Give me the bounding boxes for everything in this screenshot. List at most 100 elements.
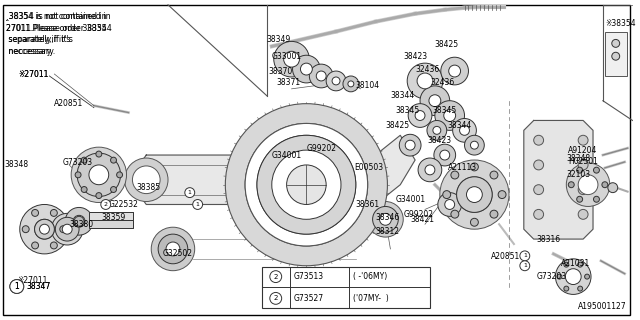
Circle shape — [612, 52, 620, 60]
Circle shape — [399, 134, 421, 156]
Text: 27011.Please order 38354: 27011.Please order 38354 — [6, 24, 107, 33]
Text: 1: 1 — [523, 263, 527, 268]
Circle shape — [71, 147, 127, 203]
Text: 32103: 32103 — [566, 170, 591, 179]
Text: 38380: 38380 — [69, 220, 93, 229]
Text: 1: 1 — [196, 202, 200, 207]
Circle shape — [444, 109, 456, 122]
Circle shape — [31, 210, 38, 216]
Circle shape — [460, 125, 470, 135]
Circle shape — [608, 183, 618, 193]
Circle shape — [577, 167, 582, 173]
Circle shape — [166, 242, 180, 256]
Circle shape — [578, 262, 582, 267]
Circle shape — [556, 259, 591, 294]
Circle shape — [158, 234, 188, 264]
Polygon shape — [524, 120, 593, 239]
Text: ('07MY-  ): ('07MY- ) — [353, 294, 388, 303]
Circle shape — [55, 217, 79, 241]
Circle shape — [101, 200, 111, 209]
Circle shape — [96, 193, 102, 198]
Text: 38349: 38349 — [267, 35, 291, 44]
Text: 1: 1 — [15, 282, 19, 291]
Text: 1: 1 — [523, 253, 527, 258]
Text: 38104: 38104 — [356, 81, 380, 90]
Circle shape — [309, 64, 333, 88]
Text: 38425: 38425 — [435, 40, 459, 49]
Circle shape — [10, 280, 24, 293]
Circle shape — [125, 158, 168, 202]
Circle shape — [420, 86, 450, 116]
Circle shape — [408, 104, 432, 127]
Circle shape — [440, 150, 450, 160]
Circle shape — [225, 104, 387, 266]
Circle shape — [557, 274, 562, 279]
Text: E00503: E00503 — [354, 164, 383, 172]
Circle shape — [441, 57, 468, 85]
Text: 38347: 38347 — [27, 282, 51, 291]
Circle shape — [85, 161, 113, 189]
Circle shape — [51, 210, 58, 216]
Text: 38385: 38385 — [136, 183, 161, 192]
Circle shape — [75, 172, 81, 178]
Circle shape — [81, 187, 87, 192]
Circle shape — [89, 165, 109, 185]
Text: 38312: 38312 — [376, 227, 399, 236]
Circle shape — [287, 165, 326, 204]
Circle shape — [10, 280, 24, 293]
Circle shape — [456, 177, 492, 212]
Circle shape — [22, 226, 29, 233]
Circle shape — [111, 157, 116, 163]
Circle shape — [372, 206, 398, 232]
Text: ※27011: ※27011 — [18, 69, 48, 78]
Circle shape — [612, 39, 620, 47]
Text: 38361: 38361 — [356, 200, 380, 209]
Text: G73513: G73513 — [294, 272, 324, 281]
Circle shape — [348, 81, 354, 87]
Circle shape — [73, 215, 85, 227]
Circle shape — [456, 177, 492, 212]
Circle shape — [415, 111, 425, 120]
Polygon shape — [129, 135, 415, 204]
Circle shape — [578, 175, 598, 195]
Circle shape — [584, 274, 589, 279]
Text: 38425: 38425 — [385, 121, 410, 130]
Circle shape — [40, 224, 49, 234]
Circle shape — [490, 210, 498, 218]
Text: G34001: G34001 — [272, 150, 302, 160]
Circle shape — [449, 65, 461, 77]
Circle shape — [425, 165, 435, 175]
Circle shape — [445, 200, 454, 209]
Circle shape — [77, 153, 120, 196]
Circle shape — [332, 77, 340, 85]
Circle shape — [20, 204, 69, 254]
Circle shape — [270, 292, 282, 304]
Text: ※27011: ※27011 — [18, 69, 48, 78]
Circle shape — [566, 163, 610, 206]
Circle shape — [434, 144, 456, 166]
Text: 38346: 38346 — [376, 213, 400, 222]
Bar — [89, 220, 133, 228]
Circle shape — [35, 219, 54, 239]
Text: 38423: 38423 — [403, 52, 428, 61]
Circle shape — [427, 120, 447, 140]
Text: 38345: 38345 — [433, 106, 457, 115]
Text: 38348: 38348 — [566, 154, 591, 163]
Circle shape — [367, 202, 403, 237]
Text: G99202: G99202 — [307, 144, 337, 153]
Circle shape — [578, 135, 588, 145]
Circle shape — [326, 71, 346, 91]
Circle shape — [51, 213, 83, 245]
Text: G73203: G73203 — [62, 158, 92, 167]
Circle shape — [407, 63, 443, 99]
Circle shape — [429, 95, 441, 107]
Circle shape — [417, 73, 433, 89]
Circle shape — [534, 160, 543, 170]
Text: 32436: 32436 — [430, 78, 454, 87]
Circle shape — [162, 238, 184, 260]
Text: H02501: H02501 — [568, 157, 598, 166]
Text: 38348: 38348 — [4, 160, 28, 170]
Text: separately,if it's: separately,if it's — [6, 36, 73, 44]
Circle shape — [578, 185, 588, 195]
Circle shape — [451, 210, 459, 218]
